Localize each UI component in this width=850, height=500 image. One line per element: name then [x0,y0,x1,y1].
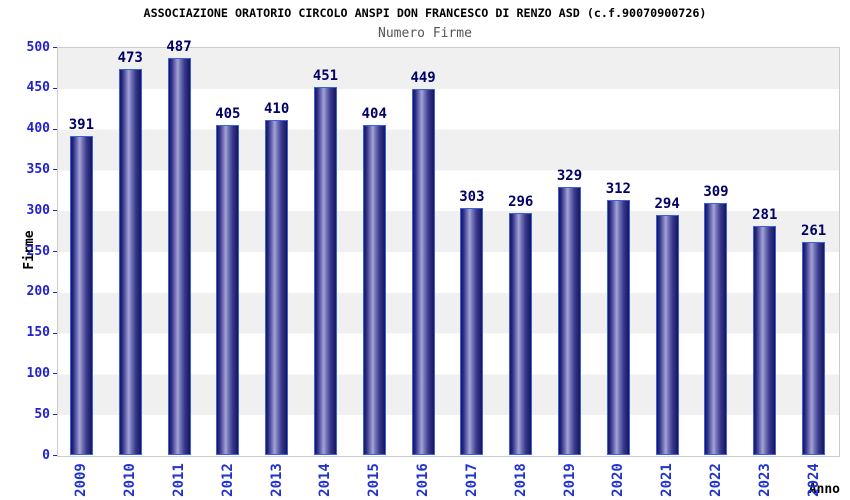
y-tick-label: 200 [26,284,50,300]
bar [802,242,826,455]
bar [216,124,240,455]
x-tick-label: 2023 [756,463,773,497]
x-tick-label: 2016 [415,463,432,497]
x-tick-label: 2011 [171,463,188,497]
x-axis-title: Anno [808,482,840,497]
y-tick-mark [53,210,57,212]
x-tick-label: 2009 [73,463,90,497]
bar-value-label: 404 [361,106,387,123]
bar-value-label: 405 [215,105,241,122]
bar-value-label: 487 [166,38,192,55]
x-tick-label: 2012 [219,463,236,497]
y-tick-label: 250 [26,243,50,259]
y-tick-label: 450 [26,80,50,96]
y-tick-label: 50 [34,406,50,422]
x-tick-label: 2020 [610,463,627,497]
bar [460,207,484,455]
y-tick-label: 0 [42,447,50,463]
bar-value-label: 281 [752,206,778,223]
y-tick-label: 300 [26,202,50,218]
bar-value-label: 391 [68,116,95,133]
bar-value-label: 410 [264,101,290,118]
bar-value-label: 309 [703,183,729,200]
bar [167,57,191,455]
bar [362,125,386,455]
bar [606,200,630,455]
y-tick-label: 500 [26,39,50,55]
y-tick-mark [53,47,57,48]
x-tick-label: 2021 [659,463,676,497]
bar [704,202,728,455]
y-tick-mark [53,332,57,334]
bar [118,69,142,455]
bar-value-label: 303 [459,188,485,205]
bar [411,88,435,455]
bar [265,120,289,455]
bar-value-label: 449 [410,69,436,86]
y-tick-mark [53,251,57,252]
y-tick-mark [53,169,57,171]
bar [509,213,533,455]
y-tick-label: 400 [26,121,50,137]
chart-subtitle: Numero Firme [378,26,472,41]
bar [655,215,679,455]
x-tick-label: 2018 [512,463,529,497]
bar-value-label: 294 [654,196,680,213]
bar-value-label: 473 [117,50,143,67]
x-tick-label: 2024 [805,463,822,497]
y-tick-label: 100 [26,365,50,381]
x-tick-label: 2017 [463,463,480,497]
y-tick-mark [53,87,57,89]
y-tick-mark [53,128,57,130]
x-tick-label: 2010 [122,463,139,497]
bar-value-label: 329 [556,167,583,184]
y-tick-mark [53,291,57,293]
bar [558,186,582,455]
bar-value-label: 451 [312,67,339,84]
x-tick-label: 2015 [366,463,383,497]
bar [69,135,93,455]
chart-title: ASSOCIAZIONE ORATORIO CIRCOLO ANSPI DON … [143,6,707,20]
y-tick-mark [53,414,57,416]
bar-value-label: 296 [508,194,534,211]
x-tick-label: 2014 [317,463,334,497]
y-tick-mark [53,455,57,456]
y-tick-label: 150 [26,325,50,341]
y-tick-mark [53,373,57,375]
x-tick-label: 2013 [268,463,285,497]
bar [753,225,777,455]
y-tick-label: 350 [26,161,50,177]
bar [313,86,337,455]
bar-value-label: 312 [605,181,631,198]
x-tick-label: 2022 [707,463,724,497]
bar-value-label: 261 [800,223,827,240]
x-tick-label: 2019 [561,463,578,497]
